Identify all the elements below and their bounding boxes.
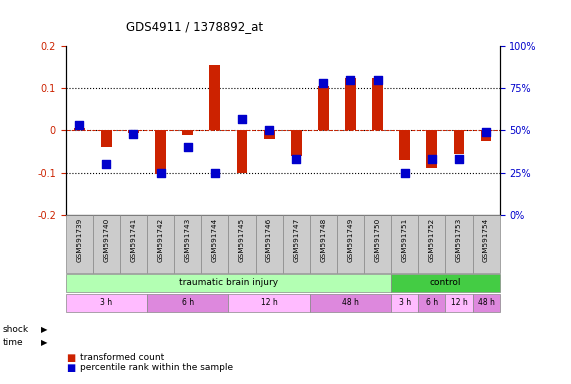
Point: [455, 156, 464, 162]
Text: traumatic brain injury: traumatic brain injury: [179, 278, 278, 287]
Text: GSM591748: GSM591748: [320, 218, 327, 262]
Bar: [291, 131, 301, 156]
Text: ■: ■: [66, 353, 75, 363]
Point: [238, 116, 247, 122]
Text: GSM591751: GSM591751: [401, 218, 408, 262]
FancyBboxPatch shape: [66, 215, 93, 273]
Text: GSM591746: GSM591746: [266, 218, 272, 262]
Bar: [264, 131, 275, 139]
Text: 6 h: 6 h: [182, 298, 194, 307]
Bar: [318, 86, 329, 131]
Text: shock: shock: [3, 324, 29, 334]
Text: 3 h: 3 h: [399, 298, 411, 307]
Point: [102, 161, 111, 167]
Bar: [236, 131, 247, 173]
FancyBboxPatch shape: [255, 215, 283, 273]
FancyBboxPatch shape: [228, 215, 255, 273]
FancyBboxPatch shape: [473, 294, 500, 312]
Text: GSM591754: GSM591754: [483, 218, 489, 262]
Text: GSM591749: GSM591749: [347, 218, 353, 262]
Point: [292, 156, 301, 162]
Text: 6 h: 6 h: [426, 298, 438, 307]
FancyBboxPatch shape: [473, 215, 500, 273]
FancyBboxPatch shape: [364, 215, 391, 273]
Text: GSM591745: GSM591745: [239, 218, 245, 262]
Bar: [372, 78, 383, 131]
FancyBboxPatch shape: [283, 215, 309, 273]
Point: [346, 77, 355, 83]
Text: 3 h: 3 h: [100, 298, 112, 307]
FancyBboxPatch shape: [120, 215, 147, 273]
Bar: [155, 131, 166, 174]
Text: percentile rank within the sample: percentile rank within the sample: [80, 363, 233, 372]
Text: 48 h: 48 h: [342, 298, 359, 307]
Text: GSM591747: GSM591747: [293, 218, 299, 262]
FancyBboxPatch shape: [228, 294, 309, 312]
Text: GSM591739: GSM591739: [76, 218, 82, 262]
FancyBboxPatch shape: [309, 294, 391, 312]
Text: GDS4911 / 1378892_at: GDS4911 / 1378892_at: [126, 20, 263, 33]
FancyBboxPatch shape: [418, 294, 445, 312]
Point: [75, 122, 84, 129]
FancyBboxPatch shape: [66, 274, 391, 292]
Point: [481, 129, 490, 135]
FancyBboxPatch shape: [337, 215, 364, 273]
FancyBboxPatch shape: [174, 215, 202, 273]
Text: GSM591753: GSM591753: [456, 218, 462, 262]
FancyBboxPatch shape: [445, 215, 473, 273]
FancyBboxPatch shape: [202, 215, 228, 273]
Text: ▶: ▶: [41, 338, 47, 348]
Point: [400, 170, 409, 176]
FancyBboxPatch shape: [93, 215, 120, 273]
Bar: [182, 131, 193, 135]
Bar: [427, 131, 437, 169]
FancyBboxPatch shape: [66, 294, 147, 312]
Point: [264, 127, 274, 134]
Point: [373, 77, 382, 83]
Bar: [74, 128, 85, 131]
Bar: [399, 131, 410, 160]
Text: transformed count: transformed count: [80, 353, 164, 362]
FancyBboxPatch shape: [147, 294, 228, 312]
Text: GSM591750: GSM591750: [375, 218, 381, 262]
Point: [427, 156, 436, 162]
Bar: [101, 131, 112, 147]
FancyBboxPatch shape: [147, 215, 174, 273]
Text: 12 h: 12 h: [451, 298, 467, 307]
FancyBboxPatch shape: [391, 215, 418, 273]
Point: [156, 170, 165, 176]
FancyBboxPatch shape: [309, 215, 337, 273]
Text: GSM591741: GSM591741: [130, 218, 136, 262]
Bar: [345, 78, 356, 131]
Point: [183, 144, 192, 151]
Text: GSM591740: GSM591740: [103, 218, 110, 262]
Point: [210, 170, 219, 176]
Text: ▶: ▶: [41, 324, 47, 334]
Text: ■: ■: [66, 363, 75, 373]
Text: control: control: [429, 278, 461, 287]
Bar: [453, 131, 464, 154]
Text: time: time: [3, 338, 23, 348]
FancyBboxPatch shape: [391, 294, 418, 312]
Text: GSM591742: GSM591742: [158, 218, 164, 262]
Bar: [481, 131, 492, 141]
Text: GSM591744: GSM591744: [212, 218, 218, 262]
Bar: [210, 65, 220, 131]
FancyBboxPatch shape: [418, 215, 445, 273]
Point: [129, 131, 138, 137]
Text: GSM591743: GSM591743: [184, 218, 191, 262]
Text: 12 h: 12 h: [261, 298, 278, 307]
Point: [319, 80, 328, 86]
Text: 48 h: 48 h: [477, 298, 494, 307]
Bar: [128, 131, 139, 132]
Text: GSM591752: GSM591752: [429, 218, 435, 262]
FancyBboxPatch shape: [445, 294, 473, 312]
FancyBboxPatch shape: [391, 274, 500, 292]
